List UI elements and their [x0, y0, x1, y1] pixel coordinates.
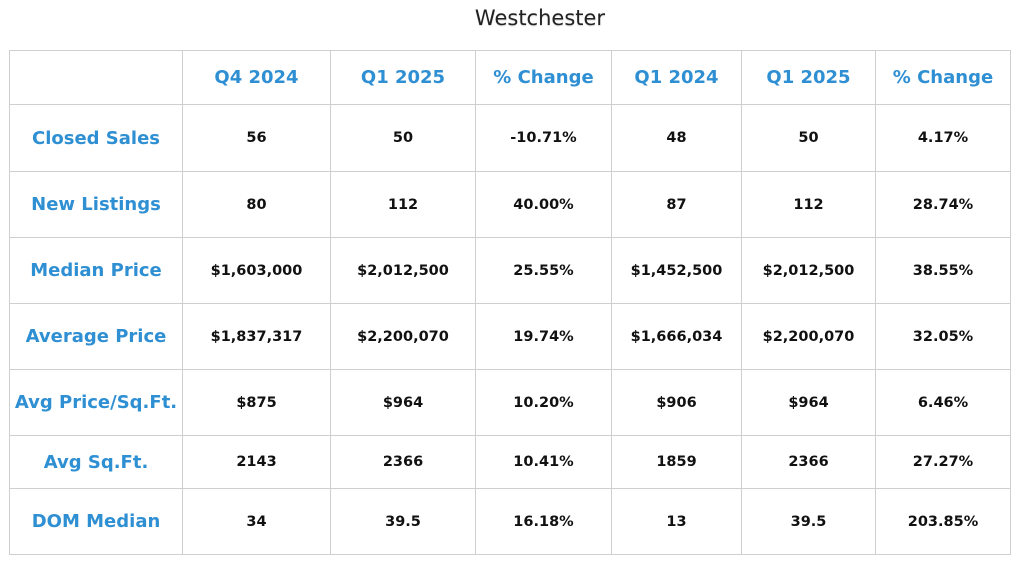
table-cell: 1859 [611, 435, 742, 489]
table-row: Average Price $1,837,317 $2,200,070 19.7… [9, 303, 1011, 370]
table-cell: 2366 [741, 435, 876, 489]
row-label: Median Price [9, 237, 183, 304]
column-header: % Change [875, 50, 1011, 105]
table-cell: 50 [330, 104, 476, 172]
table-cell: 25.55% [475, 237, 612, 304]
table-cell: 48 [611, 104, 742, 172]
table-cell: $875 [182, 369, 331, 436]
table-cell: 39.5 [741, 488, 876, 555]
table-cell: $2,012,500 [741, 237, 876, 304]
table-cell: 2366 [330, 435, 476, 489]
table-cell: 27.27% [875, 435, 1011, 489]
table-cell: 10.41% [475, 435, 612, 489]
table-cell: $1,452,500 [611, 237, 742, 304]
table-cell: 87 [611, 171, 742, 238]
table-cell: 19.74% [475, 303, 612, 370]
table-cell: 6.46% [875, 369, 1011, 436]
column-header: Q1 2024 [611, 50, 742, 105]
table-cell: 38.55% [875, 237, 1011, 304]
market-stats-table: Q4 2024 Q1 2025 % Change Q1 2024 Q1 2025… [9, 50, 1011, 555]
row-label: DOM Median [9, 488, 183, 555]
table-row: New Listings 80 112 40.00% 87 112 28.74% [9, 171, 1011, 238]
table-row: Avg Sq.Ft. 2143 2366 10.41% 1859 2366 27… [9, 435, 1011, 489]
column-header: % Change [475, 50, 612, 105]
table-row: Avg Price/Sq.Ft. $875 $964 10.20% $906 $… [9, 369, 1011, 436]
table-cell: 34 [182, 488, 331, 555]
row-label: Avg Price/Sq.Ft. [9, 369, 183, 436]
table-cell: $964 [741, 369, 876, 436]
table-cell: 10.20% [475, 369, 612, 436]
table-cell: 203.85% [875, 488, 1011, 555]
table-cell: 16.18% [475, 488, 612, 555]
header-row: Q4 2024 Q1 2025 % Change Q1 2024 Q1 2025… [9, 50, 1011, 105]
table-cell: 40.00% [475, 171, 612, 238]
table-row: Median Price $1,603,000 $2,012,500 25.55… [9, 237, 1011, 304]
table-cell: 39.5 [330, 488, 476, 555]
table-cell: 56 [182, 104, 331, 172]
row-label: New Listings [9, 171, 183, 238]
table-cell: $2,200,070 [330, 303, 476, 370]
table-cell: $964 [330, 369, 476, 436]
table-cell: $1,666,034 [611, 303, 742, 370]
column-header: Q4 2024 [182, 50, 331, 105]
table-cell: 32.05% [875, 303, 1011, 370]
table-cell: $2,200,070 [741, 303, 876, 370]
table-cell: 4.17% [875, 104, 1011, 172]
corner-header-cell [9, 50, 183, 105]
column-header: Q1 2025 [330, 50, 476, 105]
table-cell: 50 [741, 104, 876, 172]
page-title: Westchester [474, 6, 606, 30]
table-row: Closed Sales 56 50 -10.71% 48 50 4.17% [9, 104, 1011, 172]
table-row: DOM Median 34 39.5 16.18% 13 39.5 203.85… [9, 488, 1011, 555]
row-label: Avg Sq.Ft. [9, 435, 183, 489]
table-cell: -10.71% [475, 104, 612, 172]
table-cell: 112 [330, 171, 476, 238]
row-label: Closed Sales [9, 104, 183, 172]
table-cell: 13 [611, 488, 742, 555]
row-label: Average Price [9, 303, 183, 370]
table-cell: 28.74% [875, 171, 1011, 238]
table-cell: $1,837,317 [182, 303, 331, 370]
table-cell: $906 [611, 369, 742, 436]
table-cell: 80 [182, 171, 331, 238]
column-header: Q1 2025 [741, 50, 876, 105]
table-cell: $1,603,000 [182, 237, 331, 304]
table-cell: 112 [741, 171, 876, 238]
table-cell: 2143 [182, 435, 331, 489]
table-cell: $2,012,500 [330, 237, 476, 304]
